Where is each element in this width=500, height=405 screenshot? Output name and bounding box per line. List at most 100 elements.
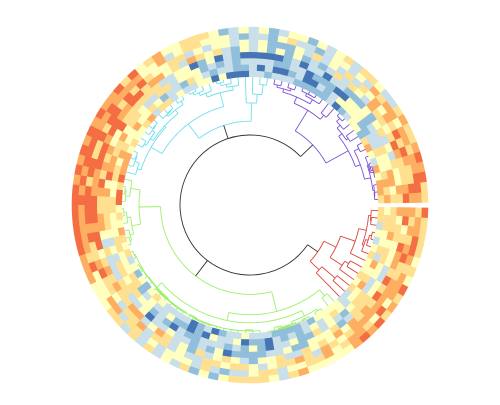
heatmap-cell [105, 295, 117, 308]
heatmap-cell [365, 266, 376, 278]
heatmap-cell [248, 57, 258, 65]
heatmap-cell [188, 34, 201, 44]
heatmap-cell [315, 82, 327, 93]
heatmap-cell [117, 226, 126, 236]
heatmap-cell [142, 326, 155, 338]
heatmap-cell [141, 290, 153, 302]
branch-stem [362, 244, 364, 246]
heatmap-cell [325, 354, 338, 366]
heatmap-cell [72, 184, 80, 196]
heatmap-cell [258, 39, 269, 47]
branch-stem [370, 223, 377, 226]
heatmap-cell [79, 253, 89, 266]
heatmap-cell [162, 302, 174, 313]
heatmap-cell [322, 86, 334, 97]
heatmap-cell [175, 326, 187, 337]
branch-stem [175, 109, 179, 114]
heatmap-cell [356, 119, 367, 131]
heatmap-cell [313, 353, 326, 364]
branch-arc [336, 127, 347, 141]
heatmap-cell [132, 99, 144, 112]
heatmap-cell [103, 212, 111, 222]
heatmap-cell [341, 288, 353, 299]
heatmap-cell [386, 231, 395, 242]
heatmap-cell [265, 349, 276, 358]
heatmap-cell [85, 223, 94, 234]
heatmap-cell [279, 333, 290, 343]
heatmap-cell [266, 355, 277, 364]
heatmap-cell [415, 192, 423, 203]
heatmap-cell [199, 363, 211, 373]
heatmap-cell [80, 165, 89, 177]
heatmap-cell [203, 49, 215, 59]
heatmap-cell [267, 368, 279, 377]
heatmap-cell [221, 46, 232, 55]
heatmap-cell [95, 278, 107, 291]
branch-stem [320, 114, 325, 120]
branch-stem [370, 166, 373, 168]
heatmap-cell [151, 292, 162, 303]
branch-stem [271, 291, 278, 312]
heatmap-cell [208, 365, 221, 375]
heatmap-cell [257, 58, 267, 66]
heatmap-cell [353, 311, 365, 323]
heatmap-cell [82, 263, 93, 276]
heatmap-cell [139, 315, 152, 327]
branch-arc [332, 275, 338, 281]
heatmap-cell [238, 26, 250, 34]
heatmap-cell [163, 97, 174, 108]
heatmap-cell [109, 196, 116, 205]
heatmap-cell [215, 60, 225, 69]
heatmap-cell [410, 256, 421, 269]
heatmap-cell [407, 216, 416, 227]
heatmap-cell [317, 338, 329, 349]
heatmap-cell [138, 331, 151, 343]
heatmap-cell [331, 344, 344, 356]
heatmap-cell [332, 313, 344, 325]
heatmap-cell [248, 64, 258, 71]
heatmap-cell [241, 70, 250, 78]
branch-stem [164, 298, 167, 301]
heatmap-cell [311, 327, 323, 338]
branch-stem [329, 257, 343, 266]
heatmap-cell [96, 119, 107, 132]
heatmap-cell [178, 320, 190, 331]
heatmap-cell [157, 77, 170, 88]
heatmap-cell [129, 261, 139, 272]
heatmap-cell [223, 59, 233, 67]
heatmap-cell [102, 204, 110, 214]
heatmap-cell [154, 56, 167, 68]
heatmap-cell [229, 39, 240, 47]
heatmap-cell [96, 204, 104, 214]
heatmap-cell [311, 52, 324, 63]
heatmap-cell [142, 56, 156, 68]
branch-stem [356, 142, 363, 146]
heatmap-cell [112, 164, 122, 175]
branch-arc [162, 110, 171, 119]
heatmap-cell [131, 288, 143, 300]
heatmap-cell [373, 81, 386, 94]
branch-stem [355, 164, 361, 167]
heatmap-cell [275, 47, 286, 56]
heatmap-cell [284, 49, 295, 59]
heatmap-cell [248, 51, 259, 59]
heatmap-cell [237, 376, 249, 384]
heatmap-cell [228, 369, 240, 377]
heatmap-cell [366, 111, 378, 124]
heatmap-cell [268, 27, 280, 36]
heatmap-cell [334, 349, 347, 361]
heatmap-cell [349, 306, 361, 318]
heatmap-cell [257, 357, 268, 365]
heatmap-cell [343, 86, 355, 98]
branch-stem [259, 77, 261, 85]
heatmap-cell [325, 66, 337, 77]
branch-stem [150, 138, 154, 141]
branch-stem [136, 264, 139, 266]
heatmap-cell [100, 160, 110, 172]
heatmap-cell [113, 82, 125, 96]
branch-stem [152, 130, 156, 133]
heatmap-cell [112, 314, 125, 327]
heatmap-cell [408, 192, 416, 203]
heatmap-cell [351, 102, 362, 114]
heatmap-cell [131, 110, 143, 122]
